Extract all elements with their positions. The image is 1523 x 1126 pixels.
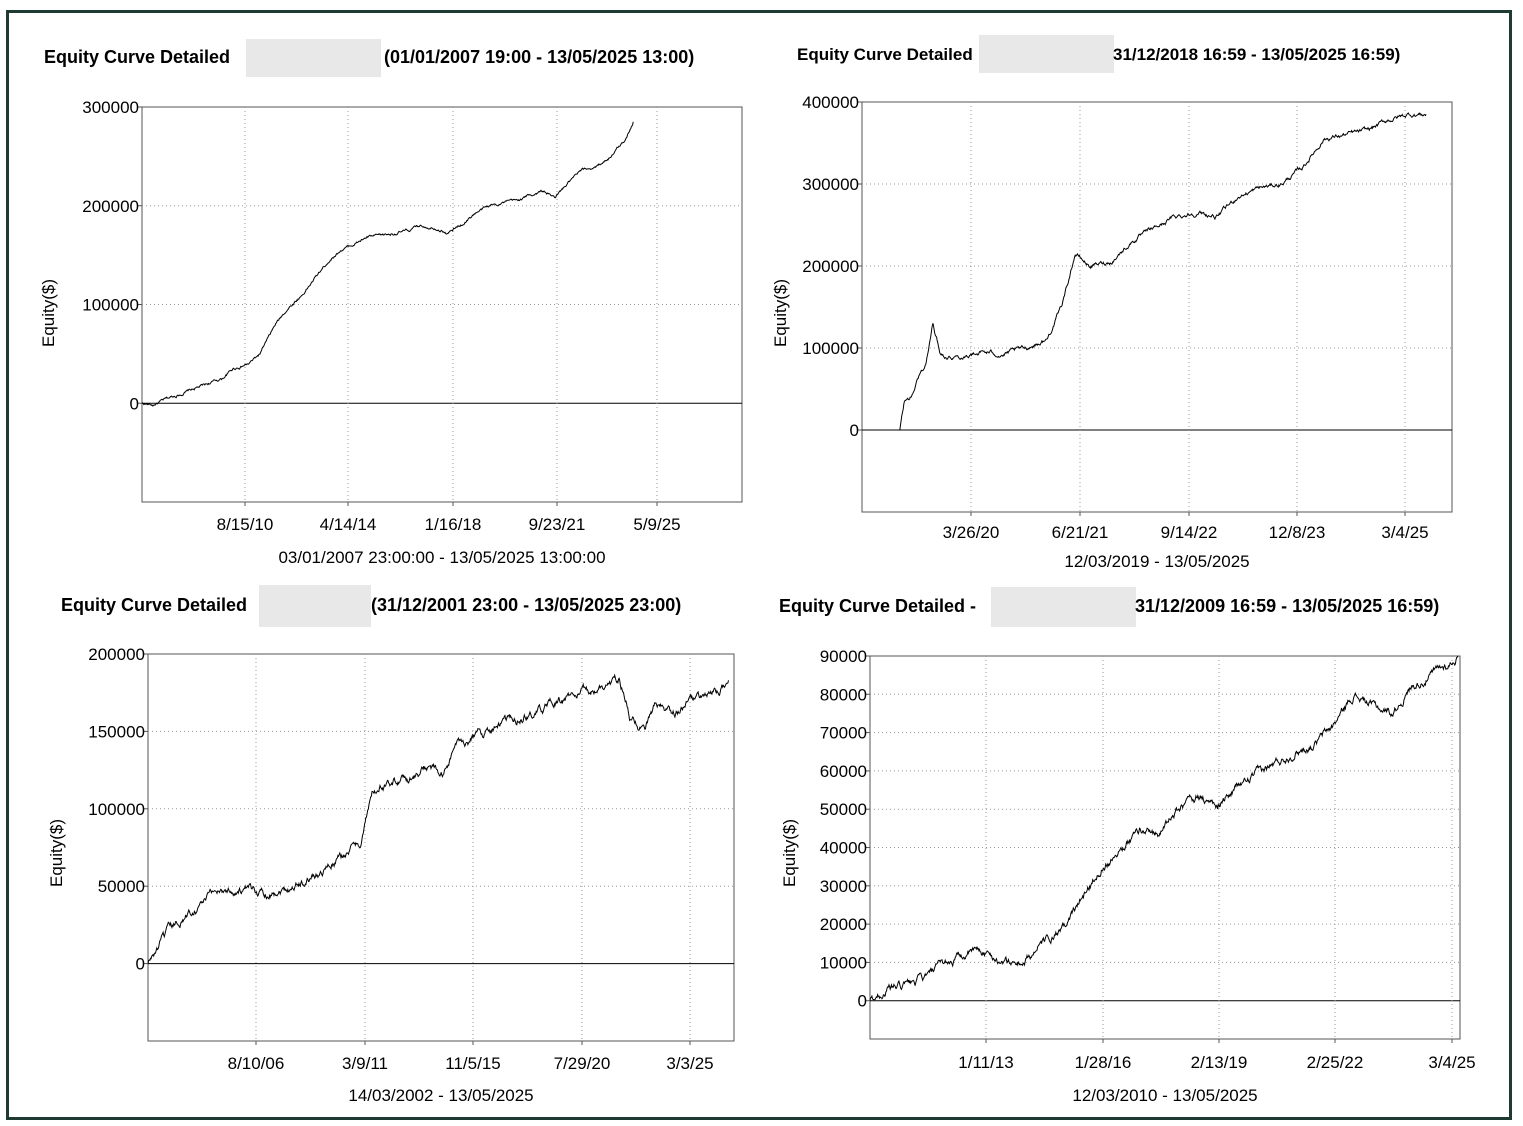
y-tick-label: 200000 — [802, 257, 859, 276]
chart-title-prefix: Equity Curve Detailed — [797, 45, 973, 64]
y-tick-label: 150000 — [88, 722, 145, 741]
x-tick-label: 6/21/21 — [1052, 523, 1109, 542]
y-tick-label: 300000 — [82, 98, 139, 117]
chart-title-suffix: 31/12/2018 16:59 - 13/05/2025 16:59) — [1113, 45, 1401, 64]
y-tick-label: 100000 — [82, 296, 139, 315]
y-axis-title: Equity($) — [47, 819, 66, 887]
redacted-name-4 — [991, 587, 1136, 627]
y-tick-label: 200000 — [82, 197, 139, 216]
chart-title-suffix: (01/01/2007 19:00 - 13/05/2025 13:00) — [384, 47, 695, 67]
y-tick-label: 0 — [850, 421, 859, 440]
chart-title-suffix-3: (31/12/2001 23:00 - 13/05/2025 23:00) — [371, 595, 681, 616]
y-tick-label: 400000 — [802, 93, 859, 112]
equity-line — [899, 112, 1427, 431]
x-tick-label: 1/16/18 — [425, 515, 482, 534]
x-axis-title: 03/01/2007 23:00:00 - 13/05/2025 13:00:0… — [278, 548, 605, 567]
y-tick-label: 100000 — [88, 800, 145, 819]
y-axis-title: Equity($) — [771, 279, 790, 347]
chart-title-prefix: Equity Curve Detailed - — [779, 596, 977, 616]
equity-chart-3: 200000 150000 100000 50000 0 8/10/06 3/9/11 11/… — [47, 645, 735, 1105]
chart-title-suffix: (31/12/2001 23:00 - 13/05/2025 23:00) — [371, 595, 682, 615]
x-tick-label: 3/4/25 — [1381, 523, 1428, 542]
x-tick-label: 2/13/19 — [1191, 1053, 1248, 1072]
plot-area — [147, 653, 735, 1042]
equity-chart-1: 300000 200000 100000 0 8/15/10 4/14/14 1/16/18… — [39, 98, 743, 567]
x-axis-title: 12/03/2019 - 13/05/2025 — [1064, 552, 1249, 571]
y-tick-label: 80000 — [820, 685, 867, 704]
chart-title-suffix-4: 31/12/2009 16:59 - 13/05/2025 16:59) — [1135, 596, 1439, 617]
redacted-name-3 — [259, 585, 371, 627]
plot-area — [861, 101, 1453, 513]
chart-title-suffix-1: (01/01/2007 19:00 - 13/05/2025 13:00) — [384, 47, 694, 68]
x-tick-label: 5/9/25 — [633, 515, 680, 534]
x-axis-title: 12/03/2010 - 13/05/2025 — [1072, 1086, 1257, 1105]
x-tick-label: 7/29/20 — [554, 1054, 611, 1073]
x-tick-label: 8/10/06 — [228, 1054, 285, 1073]
x-tick-label: 9/14/22 — [1161, 523, 1218, 542]
equity-line — [147, 673, 729, 964]
y-tick-label: 70000 — [820, 724, 867, 743]
chart-title-3: Equity Curve Detailed — [61, 595, 247, 616]
x-tick-label: 3/3/25 — [666, 1054, 713, 1073]
x-tick-label: 1/28/16 — [1075, 1053, 1132, 1072]
y-tick-label: 20000 — [820, 915, 867, 934]
y-tick-label: 200000 — [88, 645, 145, 664]
y-tick-label: 0 — [130, 394, 139, 413]
x-tick-label: 12/8/23 — [1269, 523, 1326, 542]
x-tick-label: 2/25/22 — [1307, 1053, 1364, 1072]
y-tick-label: 40000 — [820, 839, 867, 858]
x-tick-label: 11/5/15 — [445, 1054, 500, 1073]
equity-line — [141, 121, 634, 407]
y-tick-label: 0 — [858, 992, 867, 1011]
redacted-name-1 — [246, 39, 381, 77]
y-tick-label: 10000 — [820, 953, 867, 972]
chart-title-suffix: 31/12/2009 16:59 - 13/05/2025 16:59) — [1135, 596, 1440, 616]
y-tick-label: 30000 — [820, 877, 867, 896]
x-tick-label: 3/26/20 — [943, 523, 1000, 542]
x-tick-label: 4/14/14 — [320, 515, 377, 534]
equity-chart-2: 400000 300000 200000 100000 0 3/26/20 6/21/21 9… — [771, 93, 1453, 571]
y-tick-label: 0 — [136, 955, 145, 974]
plot-area — [869, 655, 1461, 1040]
y-tick-label: 50000 — [98, 877, 145, 896]
x-axis-title: 14/03/2002 - 13/05/2025 — [348, 1086, 533, 1105]
equity-chart-4: 90000 80000 70000 60000 50000 40000 30000 20000… — [780, 647, 1476, 1105]
chart-title-4: Equity Curve Detailed - — [779, 596, 976, 617]
x-tick-label: 1/11/13 — [958, 1053, 1013, 1072]
y-tick-label: 300000 — [802, 175, 859, 194]
chart-title-1: Equity Curve Detailed — [44, 47, 230, 68]
equity-line — [869, 655, 1459, 1001]
chart-title-prefix: Equity Curve Detailed — [44, 47, 231, 67]
y-tick-label: 100000 — [802, 339, 859, 358]
y-tick-label: 90000 — [820, 647, 867, 666]
chart-title-prefix: Equity Curve Detailed — [61, 595, 248, 615]
x-tick-label: 8/15/10 — [217, 515, 274, 534]
chart-title-2: Equity Curve Detailed — [797, 45, 973, 65]
x-tick-label: 9/23/21 — [529, 515, 586, 534]
y-tick-label: 60000 — [820, 762, 867, 781]
y-axis-title: Equity($) — [780, 819, 799, 887]
y-tick-label: 50000 — [820, 800, 867, 819]
y-axis-title: Equity($) — [39, 279, 58, 347]
redacted-name-2 — [979, 35, 1114, 73]
chart-title-suffix-2: 31/12/2018 16:59 - 13/05/2025 16:59) — [1113, 45, 1400, 65]
x-tick-label: 3/4/25 — [1428, 1053, 1475, 1072]
x-tick-label: 3/9/11 — [342, 1054, 388, 1073]
screenshot-frame: Equity Curve Detailed (01/01/2007 19:00 … — [6, 10, 1512, 1120]
